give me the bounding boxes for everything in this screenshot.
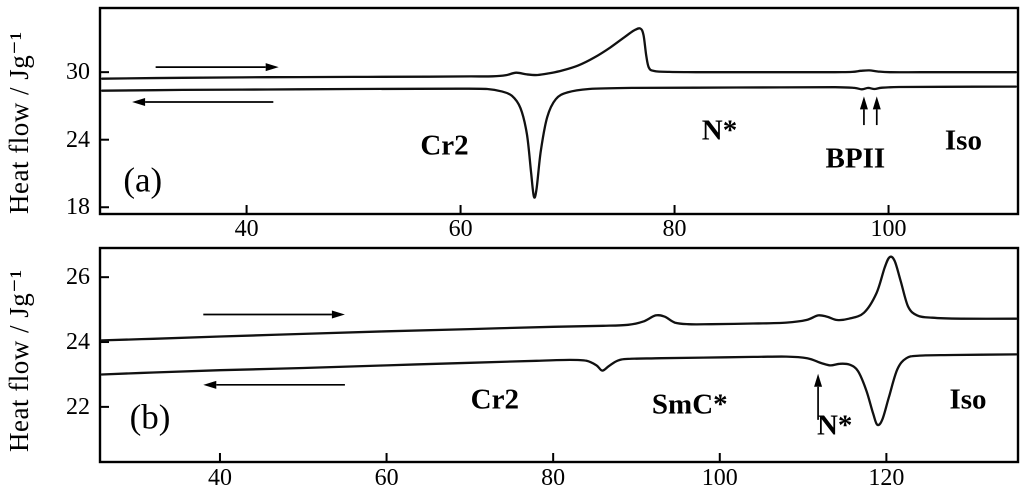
heating-direction-arrow-head (331, 310, 345, 319)
heating-direction-arrow-head (265, 63, 279, 72)
y-axis-label-panel-a: Heat flow / Jg⁻¹ (4, 31, 34, 214)
transition-marker-arrow-head (872, 96, 881, 110)
curve-cooling-a (100, 85, 1018, 199)
transition-marker-arrow-head (859, 96, 868, 110)
transition-marker-arrow-head (814, 373, 823, 387)
cooling-direction-arrow-head (203, 380, 217, 389)
y-axis-label-panel-b: Heat flow / Jg⁻¹ (4, 269, 34, 452)
curve-cooling-b (100, 353, 1018, 427)
curve-heating-a (100, 27, 1018, 80)
plot-frame-a (98, 6, 1020, 216)
cooling-direction-arrow-head (132, 97, 146, 106)
curve-heating-b (100, 255, 1018, 342)
plot-frame-b (98, 246, 1020, 464)
